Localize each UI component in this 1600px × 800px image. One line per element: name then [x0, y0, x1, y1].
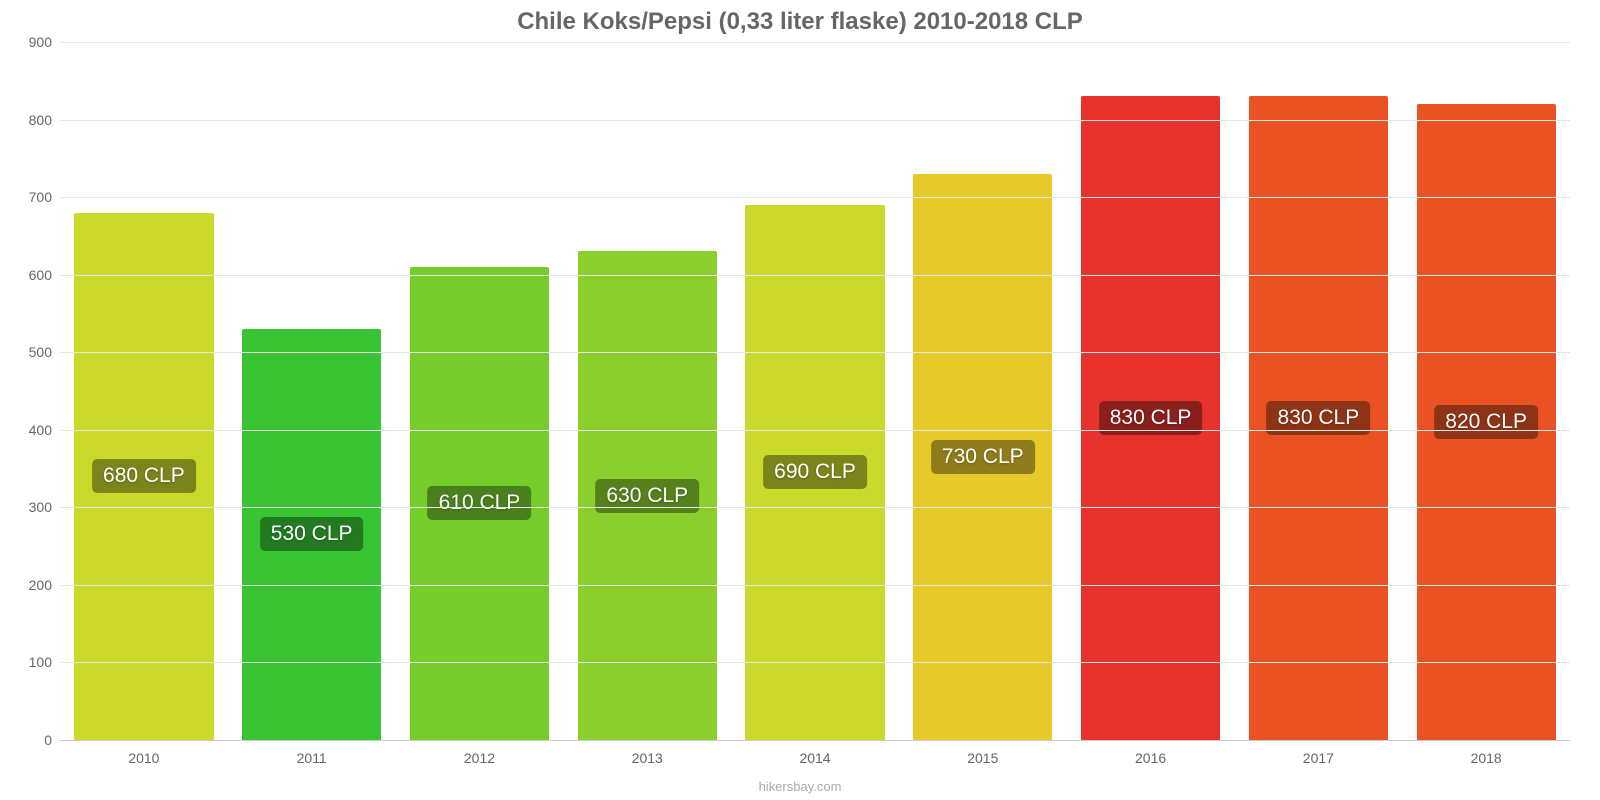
- x-tick-label: 2018: [1471, 750, 1502, 766]
- y-tick-label: 600: [29, 267, 52, 283]
- bar-slot: 820 CLP2018: [1402, 42, 1570, 740]
- bar-slot: 630 CLP2013: [563, 42, 731, 740]
- value-badge: 680 CLP: [92, 459, 196, 493]
- bar: 730 CLP: [913, 174, 1052, 740]
- chart-title: Chile Koks/Pepsi (0,33 liter flaske) 201…: [0, 0, 1600, 40]
- value-badge: 610 CLP: [428, 486, 532, 520]
- y-tick-label: 700: [29, 189, 52, 205]
- y-tick-label: 800: [29, 112, 52, 128]
- x-tick-label: 2013: [632, 750, 663, 766]
- x-tick-label: 2016: [1135, 750, 1166, 766]
- gridline: [60, 275, 1570, 276]
- bar: 690 CLP: [745, 205, 884, 740]
- bar-slot: 530 CLP2011: [228, 42, 396, 740]
- gridline: [60, 42, 1570, 43]
- y-tick-label: 0: [44, 732, 52, 748]
- gridline: [60, 662, 1570, 663]
- x-tick-label: 2012: [464, 750, 495, 766]
- gridline: [60, 585, 1570, 586]
- y-tick-label: 200: [29, 577, 52, 593]
- x-tick-label: 2015: [967, 750, 998, 766]
- x-tick-label: 2017: [1303, 750, 1334, 766]
- value-badge: 730 CLP: [931, 440, 1035, 474]
- gridline: [60, 120, 1570, 121]
- gridline: [60, 352, 1570, 353]
- y-tick-label: 400: [29, 422, 52, 438]
- chart-area: 680 CLP2010530 CLP2011610 CLP2012630 CLP…: [60, 42, 1570, 740]
- bar: 630 CLP: [578, 251, 717, 740]
- y-tick-label: 300: [29, 499, 52, 515]
- bars-container: 680 CLP2010530 CLP2011610 CLP2012630 CLP…: [60, 42, 1570, 740]
- bar-slot: 690 CLP2014: [731, 42, 899, 740]
- bar: 830 CLP: [1249, 96, 1388, 740]
- bar-slot: 610 CLP2012: [396, 42, 564, 740]
- bar-slot: 680 CLP2010: [60, 42, 228, 740]
- gridline: [60, 507, 1570, 508]
- y-tick-label: 100: [29, 654, 52, 670]
- value-badge: 820 CLP: [1434, 405, 1538, 439]
- y-tick-label: 900: [29, 34, 52, 50]
- gridline: [60, 197, 1570, 198]
- bar-slot: 830 CLP2017: [1234, 42, 1402, 740]
- x-tick-label: 2011: [297, 750, 327, 766]
- bar-slot: 830 CLP2016: [1067, 42, 1235, 740]
- bar: 830 CLP: [1081, 96, 1220, 740]
- gridline: [60, 740, 1570, 741]
- value-badge: 690 CLP: [763, 455, 867, 489]
- bar: 610 CLP: [410, 267, 549, 740]
- gridline: [60, 430, 1570, 431]
- y-tick-label: 500: [29, 344, 52, 360]
- x-tick-label: 2010: [128, 750, 159, 766]
- bar: 530 CLP: [242, 329, 381, 740]
- value-badge: 530 CLP: [260, 517, 364, 551]
- attribution-text: hikersbay.com: [759, 779, 842, 794]
- plot-area: 680 CLP2010530 CLP2011610 CLP2012630 CLP…: [60, 42, 1570, 740]
- bar-slot: 730 CLP2015: [899, 42, 1067, 740]
- x-tick-label: 2014: [799, 750, 830, 766]
- bar: 680 CLP: [74, 213, 213, 740]
- bar: 820 CLP: [1417, 104, 1556, 740]
